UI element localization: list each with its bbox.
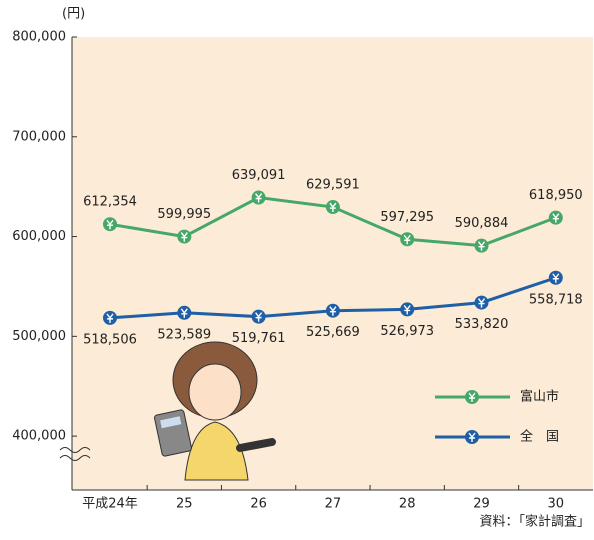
x-tick-label: 29: [473, 497, 490, 512]
unit-label: (円): [62, 7, 85, 22]
marker: [400, 302, 414, 316]
marker: [252, 310, 266, 324]
data-label: 618,950: [529, 188, 583, 203]
y-tick-label: 400,000: [12, 429, 66, 444]
x-tick-label: 平成24年: [82, 497, 138, 512]
marker: [465, 390, 479, 404]
marker: [177, 306, 191, 320]
data-label: 519,761: [232, 331, 286, 346]
chart: (円) 資料：「家計調査」 400,000 500,000 600,000 700,0…: [0, 0, 594, 540]
marker: [549, 271, 563, 285]
data-label: 629,591: [306, 178, 360, 193]
marker: [177, 230, 191, 244]
data-label: 526,973: [380, 324, 434, 339]
legend-label: 全 国: [520, 429, 559, 445]
data-label: 597,295: [380, 210, 434, 225]
y-tick-label: 600,000: [12, 229, 66, 244]
y-tick-label: 800,000: [12, 30, 66, 45]
marker: [103, 311, 117, 325]
marker: [465, 430, 479, 444]
marker: [326, 200, 340, 214]
x-tick-label: 27: [325, 497, 342, 512]
y-tick-label: 500,000: [12, 329, 66, 344]
data-label: 523,589: [157, 327, 211, 342]
data-label: 525,669: [306, 325, 360, 340]
marker: [549, 211, 563, 225]
x-tick-label: 26: [250, 497, 267, 512]
marker: [400, 232, 414, 246]
data-label: 558,718: [529, 292, 583, 307]
y-tick-label: 700,000: [12, 129, 66, 144]
data-label: 533,820: [455, 317, 509, 332]
plot-background: [72, 37, 593, 490]
legend-label: 富山市: [520, 389, 559, 405]
x-tick-label: 30: [548, 497, 565, 512]
data-label: 639,091: [232, 168, 286, 183]
marker: [475, 239, 489, 253]
data-label: 599,995: [157, 207, 211, 222]
source-note: 資料：「家計調査」: [479, 514, 590, 530]
data-label: 612,354: [83, 195, 137, 210]
data-label: 590,884: [455, 216, 509, 231]
data-label: 518,506: [83, 332, 137, 347]
marker: [252, 191, 266, 205]
x-tick-label: 28: [399, 497, 416, 512]
marker: [326, 304, 340, 318]
marker: [475, 296, 489, 310]
x-tick-label: 25: [176, 497, 193, 512]
marker: [103, 217, 117, 231]
